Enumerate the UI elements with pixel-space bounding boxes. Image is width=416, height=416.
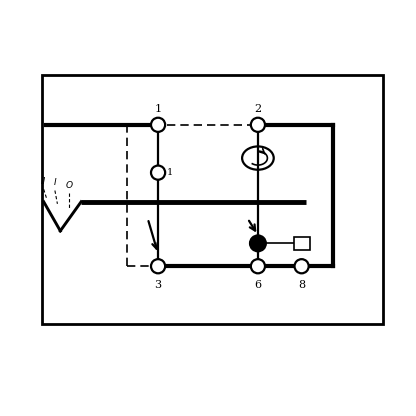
Bar <box>294 237 310 250</box>
Text: 8: 8 <box>298 280 305 290</box>
Text: 1: 1 <box>167 168 173 177</box>
Circle shape <box>250 235 266 251</box>
Circle shape <box>251 118 265 132</box>
Text: II: II <box>41 177 46 186</box>
Text: I: I <box>54 178 56 187</box>
Text: 6: 6 <box>254 280 262 290</box>
Circle shape <box>295 259 309 273</box>
Circle shape <box>251 259 265 273</box>
Circle shape <box>151 118 165 132</box>
Circle shape <box>151 166 165 180</box>
Text: 1: 1 <box>154 104 162 114</box>
Bar <box>42 75 383 324</box>
Circle shape <box>151 259 165 273</box>
Text: 3: 3 <box>154 280 162 290</box>
Text: O: O <box>66 181 73 190</box>
Text: 2: 2 <box>254 104 262 114</box>
